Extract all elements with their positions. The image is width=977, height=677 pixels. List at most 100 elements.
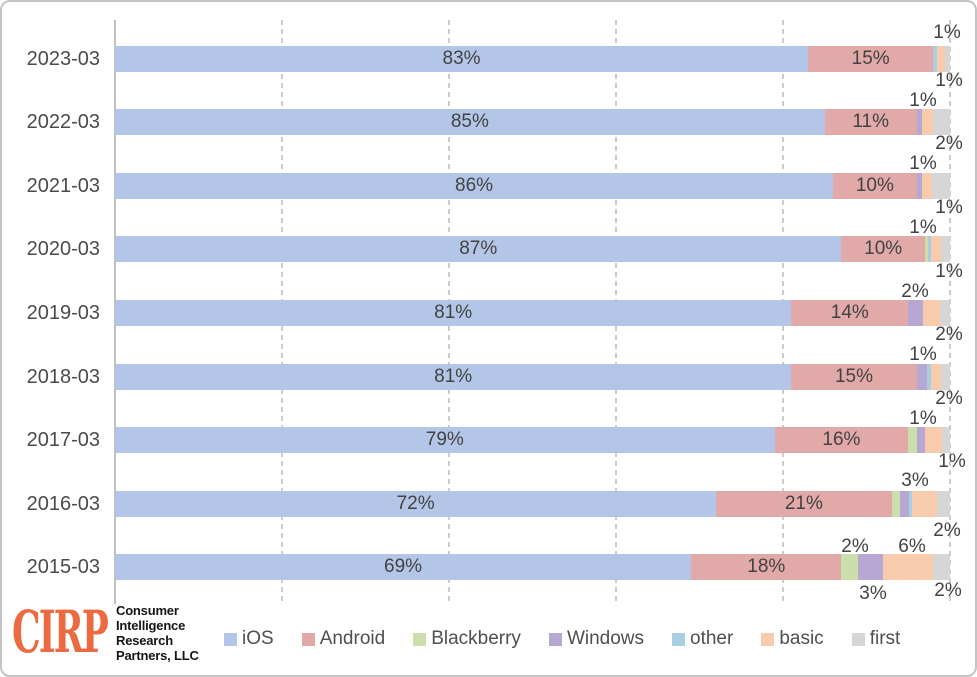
y-axis-label-2023-03: 2023-03 xyxy=(26,47,100,70)
y-axis-label-2021-03: 2021-03 xyxy=(26,174,100,197)
callout-label-2015-03-2: 3% xyxy=(859,583,887,604)
logo-line-2: Intelligence xyxy=(116,618,186,633)
data-label-ios-2015-03: 69% xyxy=(384,556,423,578)
bar-segment-first-2023-03 xyxy=(944,45,950,72)
y-axis-label-2022-03: 2022-03 xyxy=(26,111,100,134)
bar-segment-blackberry-2020-03 xyxy=(924,236,929,263)
data-label-ios-2016-03: 72% xyxy=(396,492,435,514)
callout-label-2015-03-0: 2% xyxy=(841,536,869,557)
callout-label-2016-03-0: 1% xyxy=(938,451,966,472)
y-axis-label-2015-03: 2015-03 xyxy=(26,556,100,579)
legend-label-ios: iOS xyxy=(242,628,274,649)
bar-2018-03: 81% 15% xyxy=(115,363,950,390)
data-label-android-2021-03: 10% xyxy=(855,174,894,196)
bar-segment-basic-2021-03 xyxy=(921,172,932,199)
y-axis-label-2016-03: 2016-03 xyxy=(26,492,100,515)
legend-item-android: Android xyxy=(301,628,386,650)
bar-segment-ios-2017-03: 79% xyxy=(115,427,775,454)
legend-swatch-windows xyxy=(548,632,562,646)
bar-segment-other-2018-03 xyxy=(926,363,931,390)
callout-label-2015-03-1: 6% xyxy=(898,536,926,557)
bar-segment-ios-2016-03: 72% xyxy=(115,490,717,517)
bar-2017-03: 79% 16% xyxy=(115,427,950,454)
bar-segment-other-2020-03 xyxy=(928,236,931,263)
bar-segment-first-2018-03 xyxy=(940,363,950,390)
bar-segment-other-2023-03 xyxy=(933,45,937,72)
y-axis-label-2017-03: 2017-03 xyxy=(26,429,100,452)
bar-segment-windows-2015-03 xyxy=(858,554,884,581)
bar-segment-android-2017-03: 16% xyxy=(774,427,909,454)
logo-line-3: Research xyxy=(116,633,173,648)
bar-segment-android-2016-03: 21% xyxy=(716,490,892,517)
bar-segment-android-2023-03: 15% xyxy=(808,45,934,72)
legend-label-basic: basic xyxy=(779,628,824,649)
bar-2016-03: 72% 21% xyxy=(115,490,950,517)
callout-label-2018-03-0: 2% xyxy=(935,324,963,345)
callout-label-2015-03-3: 2% xyxy=(934,580,962,601)
data-label-ios-2023-03: 83% xyxy=(442,47,481,69)
bar-segment-basic-2022-03 xyxy=(922,109,934,136)
data-label-ios-2021-03: 86% xyxy=(455,174,494,196)
callout-label-2023-03-0: 1% xyxy=(933,22,961,43)
data-label-android-2018-03: 15% xyxy=(834,365,873,387)
data-label-android-2020-03: 10% xyxy=(864,238,903,260)
callout-label-2016-03-2: 2% xyxy=(933,520,961,541)
bar-segment-ios-2022-03: 85% xyxy=(115,109,825,136)
bar-2020-03: 87% 10% xyxy=(115,236,950,263)
bar-segment-basic-2023-03 xyxy=(936,45,945,72)
bar-segment-first-2022-03 xyxy=(933,109,950,136)
bar-segment-windows-2022-03 xyxy=(916,109,923,136)
cirp-logo: CIRP Consumer Intelligence Research Part… xyxy=(12,601,199,663)
legend-swatch-android xyxy=(301,632,315,646)
bar-segment-basic-2016-03 xyxy=(912,490,938,517)
bar-segment-android-2020-03: 10% xyxy=(841,236,925,263)
bar-segment-first-2020-03 xyxy=(940,236,950,263)
callout-label-2020-03-1: 1% xyxy=(909,217,937,238)
bar-segment-basic-2019-03 xyxy=(923,299,940,326)
y-axis-label-2020-03: 2020-03 xyxy=(26,238,100,261)
bar-segment-basic-2017-03 xyxy=(924,427,942,454)
legend-swatch-blackberry xyxy=(413,632,427,646)
bar-2021-03: 86% 10% xyxy=(115,172,950,199)
legend-item-ios: iOS xyxy=(224,628,274,650)
legend: iOS Android Blackberry Windows other basic fir… xyxy=(224,628,900,650)
data-label-android-2015-03: 18% xyxy=(747,556,786,578)
bar-segment-android-2022-03: 11% xyxy=(824,109,917,136)
data-label-android-2017-03: 16% xyxy=(822,429,861,451)
data-label-ios-2020-03: 87% xyxy=(459,238,498,260)
logo-line-1: Consumer xyxy=(116,603,179,618)
bar-segment-blackberry-2016-03 xyxy=(891,490,900,517)
bar-segment-android-2019-03: 14% xyxy=(791,299,909,326)
bar-segment-windows-2016-03 xyxy=(899,490,910,517)
legend-item-basic: basic xyxy=(761,628,824,650)
legend-label-other: other xyxy=(690,628,734,649)
callout-label-2017-03-0: 2% xyxy=(935,388,963,409)
bar-2015-03: 69% 18% xyxy=(115,554,950,581)
gridline-100 xyxy=(949,20,951,604)
legend-label-first: first xyxy=(869,628,901,649)
bar-segment-android-2015-03: 18% xyxy=(691,554,842,581)
legend-label-android: Android xyxy=(319,628,386,649)
data-label-ios-2018-03: 81% xyxy=(434,365,473,387)
callout-label-2017-03-1: 1% xyxy=(909,408,937,429)
callout-label-2019-03-1: 2% xyxy=(901,281,929,302)
legend-swatch-ios xyxy=(224,632,237,646)
bar-segment-ios-2021-03: 86% xyxy=(115,172,834,199)
logo-line-4: Partners, LLC xyxy=(116,648,199,663)
bar-segment-windows-2017-03 xyxy=(916,427,925,454)
callout-label-2020-03-0: 1% xyxy=(935,197,963,218)
bar-segment-ios-2023-03: 83% xyxy=(115,45,809,72)
data-label-android-2016-03: 21% xyxy=(784,492,823,514)
bar-segment-first-2019-03 xyxy=(939,299,950,326)
callout-label-2022-03-0: 1% xyxy=(935,70,963,91)
bar-segment-basic-2015-03 xyxy=(883,554,934,581)
cirp-logo-text: Consumer Intelligence Research Partners,… xyxy=(116,601,199,663)
bar-segment-blackberry-2017-03 xyxy=(908,427,917,454)
legend-item-windows: Windows xyxy=(548,628,644,650)
legend-item-first: first xyxy=(851,628,901,650)
bar-2023-03: 83% 15% xyxy=(115,45,950,72)
bar-segment-windows-2021-03 xyxy=(916,172,922,199)
callout-label-2021-03-1: 1% xyxy=(909,153,937,174)
bar-2022-03: 85% 11% xyxy=(115,109,950,136)
